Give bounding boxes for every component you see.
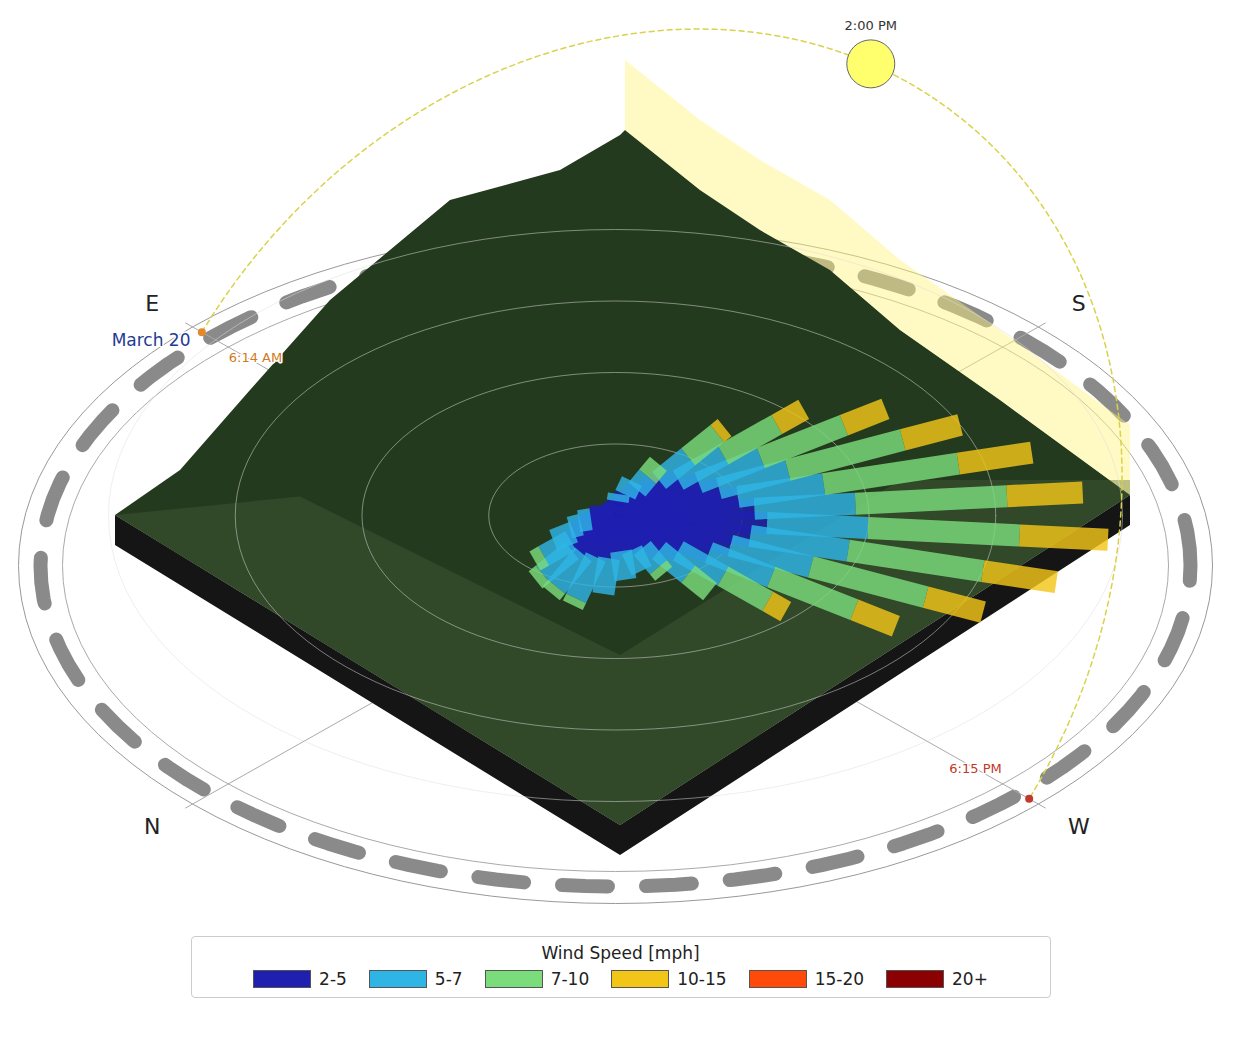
html-text:7-10: 7-10 bbox=[550, 969, 590, 989]
svg-text:E: E bbox=[145, 291, 159, 316]
svg-text:6:14 AM: 6:14 AM bbox=[229, 350, 282, 365]
svg-text:March 20: March 20 bbox=[112, 330, 191, 350]
html-text:20+: 20+ bbox=[952, 969, 988, 989]
svg-text:6:15 PM: 6:15 PM bbox=[949, 761, 1001, 776]
svg-text:2:00 PM: 2:00 PM bbox=[845, 18, 897, 33]
html-text:Wind Speed [mph]: Wind Speed [mph] bbox=[541, 943, 700, 963]
svg-text:S: S bbox=[1072, 291, 1086, 316]
html-text:2-5: 2-5 bbox=[319, 969, 347, 989]
svg-text:N: N bbox=[144, 814, 160, 839]
html-text:5-7: 5-7 bbox=[434, 969, 463, 989]
svg-text:W: W bbox=[1068, 814, 1090, 839]
html-text:10-15: 10-15 bbox=[677, 969, 727, 989]
html-text:15-20: 15-20 bbox=[814, 969, 864, 989]
